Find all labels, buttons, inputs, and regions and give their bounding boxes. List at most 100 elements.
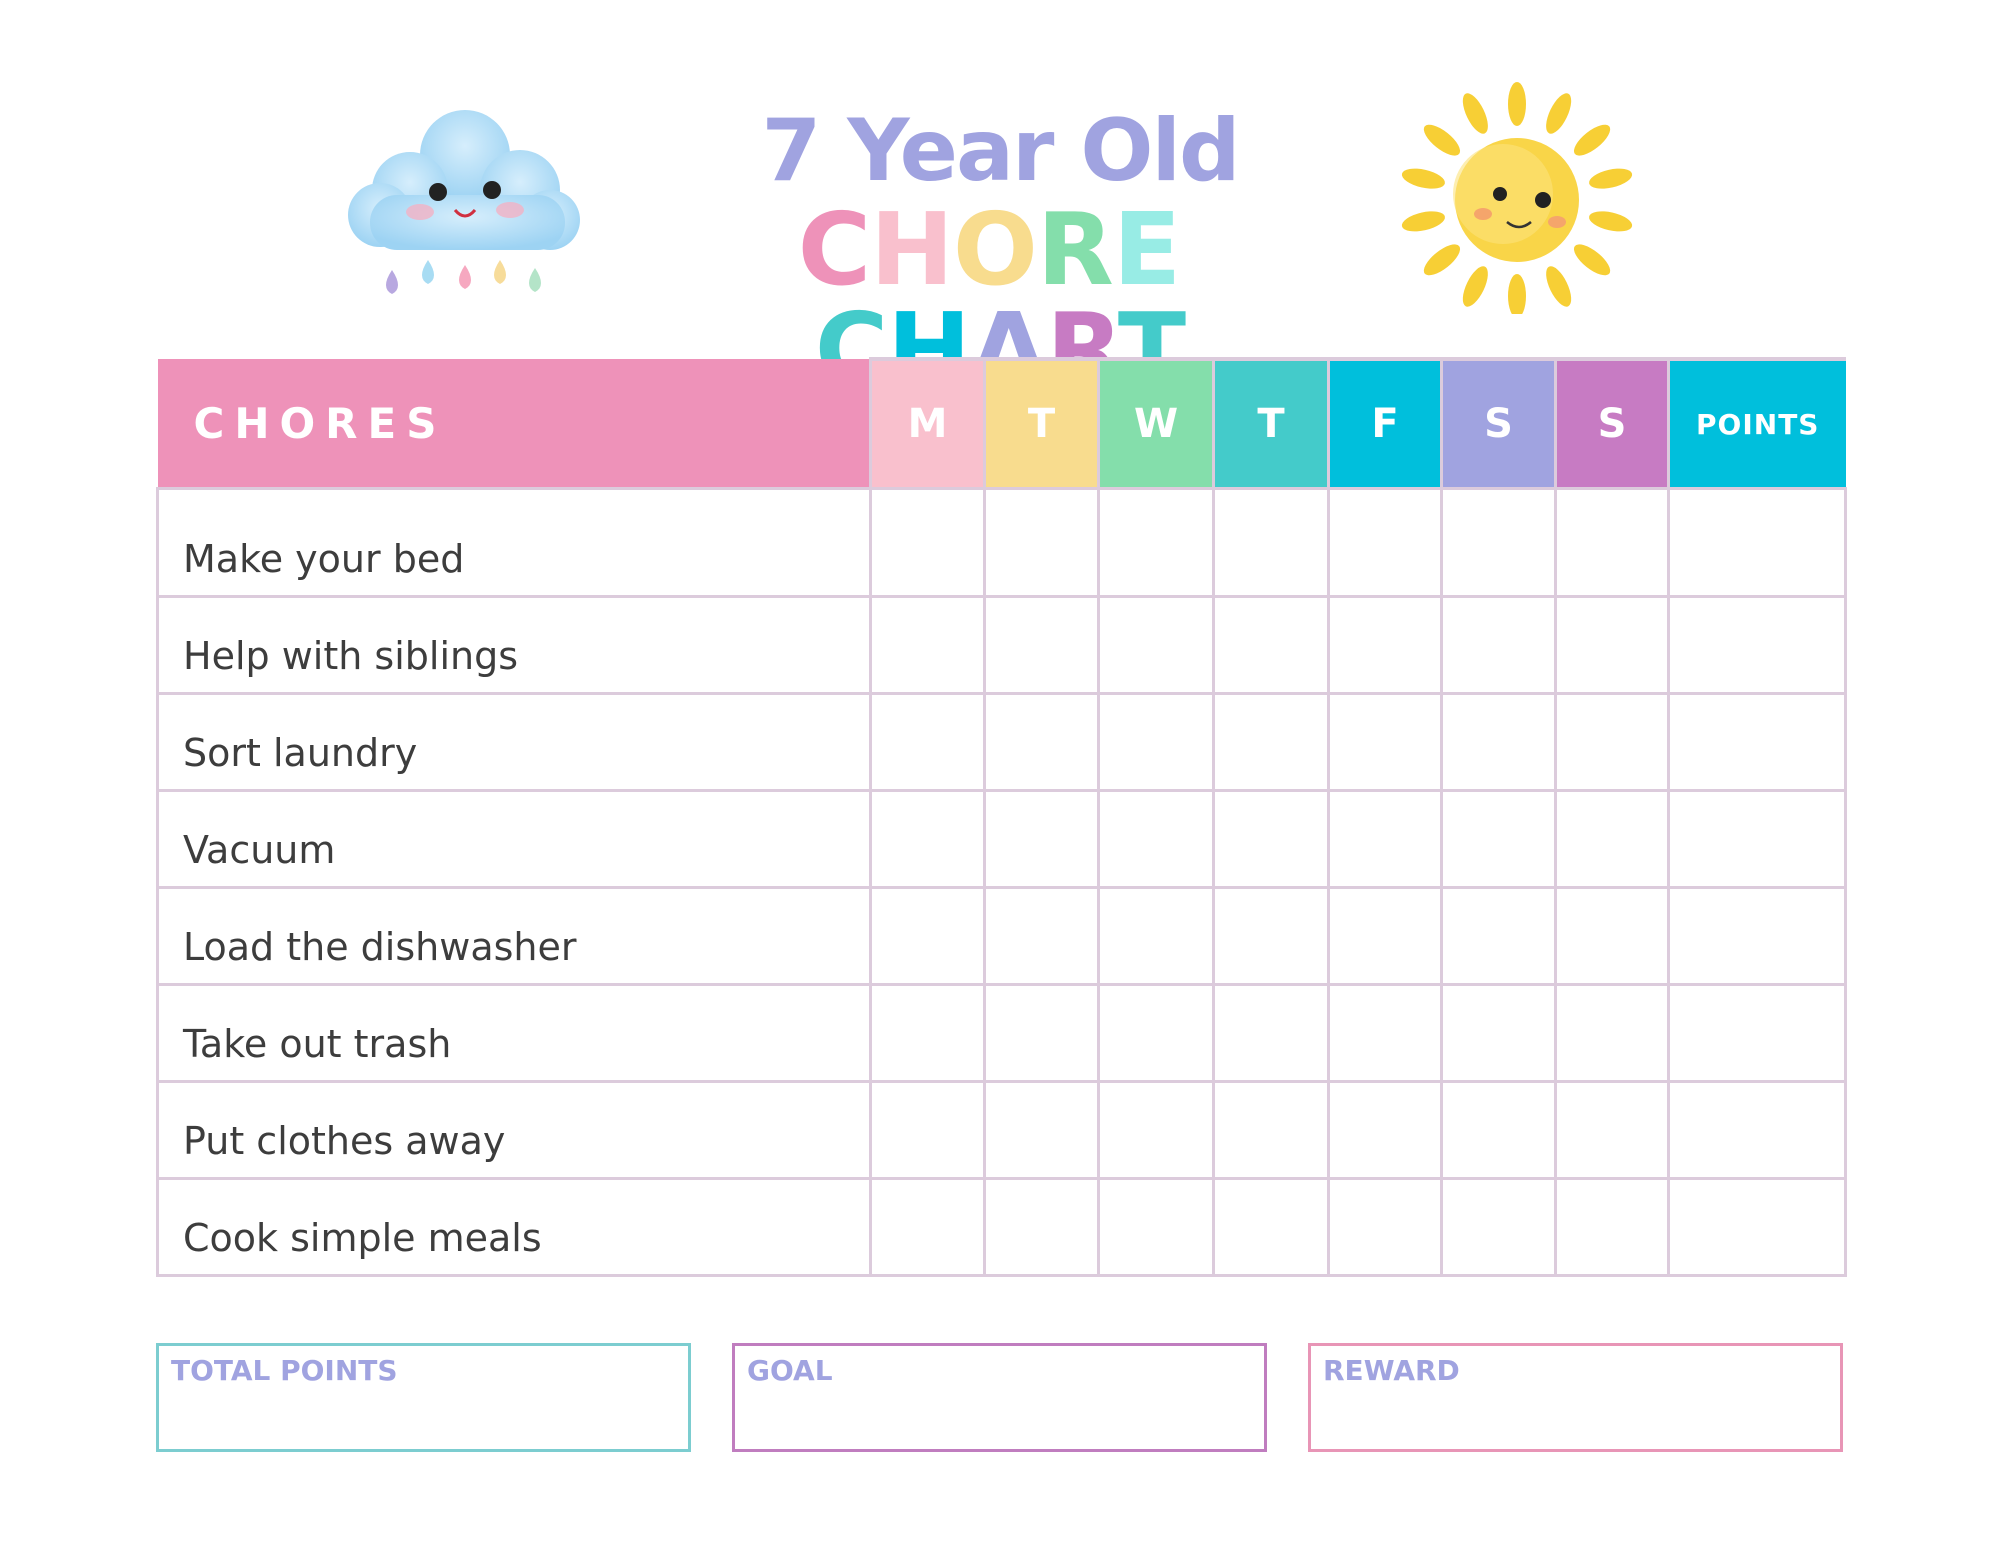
sun-icon [1401,82,1633,314]
day-checkbox-cell[interactable] [1327,692,1443,792]
day-checkbox-cell[interactable] [1212,789,1330,889]
day-checkbox-cell[interactable] [983,487,1100,598]
points-cell[interactable] [1667,595,1847,695]
day-checkbox-cell[interactable] [1327,983,1443,1083]
day-checkbox-cell[interactable] [869,983,986,1083]
day-checkbox-cell[interactable] [869,487,986,598]
day-checkbox-cell[interactable] [1212,886,1330,986]
day-checkbox-cell[interactable] [869,595,986,695]
title-letter: C [797,191,871,308]
chore-label: Make your bed [156,487,872,598]
chore-label: Load the dishwasher [156,886,872,986]
chore-label: Vacuum [156,789,872,889]
day-checkbox-cell[interactable] [869,692,986,792]
day-checkbox-cell[interactable] [1097,1080,1215,1180]
chore-table: CHORES M T W T F S S POINTS Make your bed Help w… [156,357,1847,1277]
day-checkbox-cell[interactable] [1440,983,1557,1083]
day-checkbox-cell[interactable] [983,692,1100,792]
reward-label: REWARD [1323,1354,1460,1387]
day-checkbox-cell[interactable] [1097,595,1215,695]
table-row: Cook simple meals [156,1177,1847,1277]
sun-ray [1508,82,1526,126]
day-checkbox-cell[interactable] [1554,487,1670,598]
day-checkbox-cell[interactable] [1097,1177,1215,1277]
day-checkbox-cell[interactable] [983,983,1100,1083]
day-checkbox-cell[interactable] [1554,983,1670,1083]
sun-ray [1589,168,1633,189]
day-checkbox-cell[interactable] [983,789,1100,889]
day-checkbox-cell[interactable] [869,1080,986,1180]
day-checkbox-cell[interactable] [1327,789,1443,889]
day-checkbox-cell[interactable] [1212,487,1330,598]
sun-ray [1423,244,1461,276]
day-checkbox-cell[interactable] [1327,886,1443,986]
total-points-label: TOTAL POINTS [171,1354,398,1387]
points-cell[interactable] [1667,1177,1847,1277]
title-line-1: 7 Year Old [761,101,1240,201]
day-checkbox-cell[interactable] [1554,1080,1670,1180]
day-checkbox-cell[interactable] [1212,1080,1330,1180]
day-checkbox-cell[interactable] [983,595,1100,695]
day-checkbox-cell[interactable] [1554,1177,1670,1277]
day-checkbox-cell[interactable] [1440,1177,1557,1277]
title-letter: E [1112,191,1181,308]
total-points-box[interactable]: TOTAL POINTS [156,1343,691,1452]
title-letter: H [870,191,954,308]
day-checkbox-cell[interactable] [869,1177,986,1277]
points-header: POINTS [1667,357,1846,489]
sun-ray [1546,266,1572,307]
points-cell[interactable] [1667,789,1847,889]
sun-ray [1573,124,1611,156]
goal-box[interactable]: GOAL [732,1343,1267,1452]
points-cell[interactable] [1667,487,1847,598]
day-checkbox-cell[interactable] [1440,692,1557,792]
table-row: Make your bed [156,487,1847,598]
day-checkbox-cell[interactable] [1440,886,1557,986]
day-checkbox-cell[interactable] [1097,487,1215,598]
day-checkbox-cell[interactable] [1440,789,1557,889]
day-checkbox-cell[interactable] [1554,595,1670,695]
title-letter: R [1036,191,1114,308]
reward-box[interactable]: REWARD [1308,1343,1843,1452]
sun-ray [1573,244,1611,276]
points-cell[interactable] [1667,692,1847,792]
day-checkbox-cell[interactable] [983,1177,1100,1277]
sun-ray [1401,168,1445,189]
table-row: Take out trash [156,983,1847,1083]
points-cell[interactable] [1667,1080,1847,1180]
day-checkbox-cell[interactable] [1212,692,1330,792]
day-checkbox-cell[interactable] [1097,692,1215,792]
day-header: M [869,357,985,489]
sun-ray [1401,211,1445,232]
points-cell[interactable] [1667,886,1847,986]
chore-label: Sort laundry [156,692,872,792]
day-checkbox-cell[interactable] [1440,487,1557,598]
day-checkbox-cell[interactable] [1097,789,1215,889]
points-cell[interactable] [1667,983,1847,1083]
day-checkbox-cell[interactable] [869,789,986,889]
sun-ray [1589,211,1633,232]
day-checkbox-cell[interactable] [1212,983,1330,1083]
day-checkbox-cell[interactable] [1097,886,1215,986]
day-checkbox-cell[interactable] [1327,595,1443,695]
day-checkbox-cell[interactable] [869,886,986,986]
table-row: Load the dishwasher [156,886,1847,986]
day-checkbox-cell[interactable] [983,886,1100,986]
day-checkbox-cell[interactable] [1440,595,1557,695]
day-checkbox-cell[interactable] [1327,1080,1443,1180]
day-checkbox-cell[interactable] [983,1080,1100,1180]
day-checkbox-cell[interactable] [1327,1177,1443,1277]
day-header: S [1554,357,1669,489]
day-checkbox-cell[interactable] [1554,886,1670,986]
day-checkbox-cell[interactable] [1097,983,1215,1083]
day-checkbox-cell[interactable] [1327,487,1443,598]
day-checkbox-cell[interactable] [1212,595,1330,695]
sun-ray [1508,274,1526,314]
day-checkbox-cell[interactable] [1554,789,1670,889]
day-checkbox-cell[interactable] [1554,692,1670,792]
day-checkbox-cell[interactable] [1440,1080,1557,1180]
goal-label: GOAL [747,1354,833,1387]
chore-label: Help with siblings [156,595,872,695]
cloud-icon [348,110,580,294]
day-checkbox-cell[interactable] [1212,1177,1330,1277]
